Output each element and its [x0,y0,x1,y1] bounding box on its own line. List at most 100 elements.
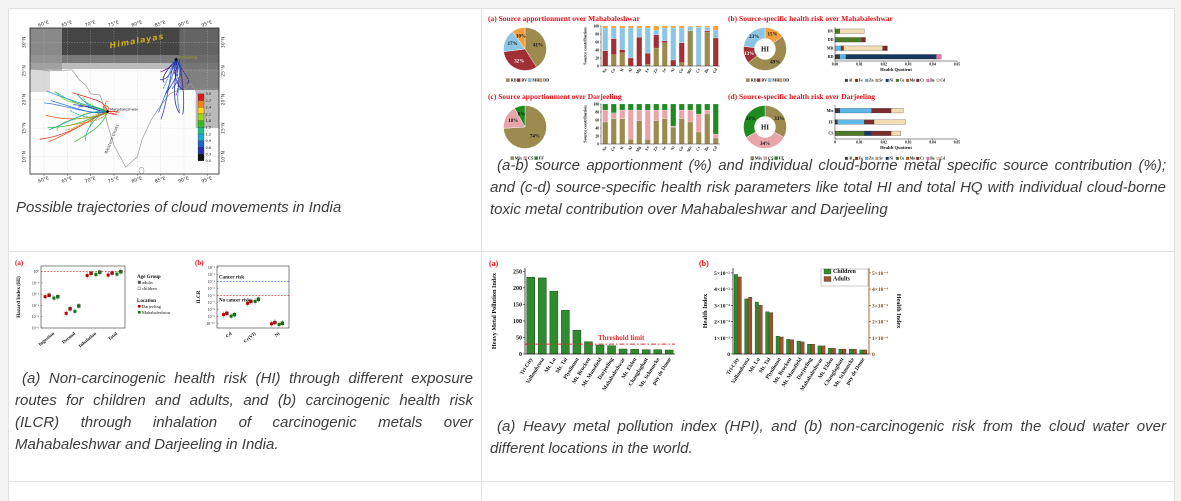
svg-text:Al: Al [627,67,634,74]
svg-text:95°E: 95°E [201,19,214,28]
svg-text:30°N: 30°N [22,37,28,49]
svg-text:20°N: 20°N [22,94,28,106]
svg-text:85°E: 85°E [154,175,167,184]
svg-text:Mahabaleshwar: Mahabaleshwar [110,108,139,112]
svg-text:8%: 8% [518,112,526,117]
hq-bar-svg: BV DD MR RD 0.00 0.01 0.02 0.03 0.04 0.05 Health Q… [827,27,960,83]
svg-text:0.9: 0.9 [206,139,212,143]
svg-text:Ni: Ni [889,157,893,161]
svg-text:75°E: 75°E [107,175,120,184]
svg-text:10⁰: 10⁰ [34,269,40,274]
svg-text:150: 150 [513,302,522,308]
svg-text:Inhalation: Inhalation [78,331,98,349]
svg-text:0.04: 0.04 [929,141,936,145]
risk-caption: (a) Non-carcinogenic health risk (HI) th… [15,370,473,454]
svg-text:Cr: Cr [695,67,702,74]
svg-text:100: 100 [593,24,599,28]
svg-text:0.05: 0.05 [954,141,961,145]
svg-text:BV: BV [521,78,528,83]
svg-text:HI: HI [761,46,769,53]
svg-text:MR: MR [772,78,780,83]
svg-text:23%: 23% [749,35,759,40]
svg-text:Sr: Sr [879,157,883,161]
svg-text:2×10⁻⁴: 2×10⁻⁴ [872,320,888,326]
svg-text:5×10⁻²: 5×10⁻² [714,271,730,277]
svg-text:65°E: 65°E [61,175,74,184]
svg-text:DD: DD [783,78,789,83]
svg-text:90°E: 90°E [177,175,190,184]
svg-text:Ba: Ba [930,157,934,161]
svg-text:(a): (a) [15,259,24,267]
svg-text:33%: 33% [774,117,784,122]
svg-text:20: 20 [595,134,599,138]
svg-text:Dermal: Dermal [62,331,78,345]
svg-text:10⁻⁸: 10⁻⁸ [208,308,216,312]
svg-text:RD: RD [828,54,834,59]
svg-text:ILCR: ILCR [196,290,202,303]
svg-text:Mn: Mn [686,67,693,75]
quad-a-title: (a) Source apportionment over Mahabalesh… [488,14,640,23]
svg-text:Mn: Mn [686,145,693,153]
cell-apportionment: (a) Source apportionment over Mahabalesh… [482,9,1175,252]
svg-text:40: 40 [595,48,599,52]
svg-text:Cr: Cr [920,157,925,161]
svg-text:Ba: Ba [930,79,934,83]
svg-text:60: 60 [595,40,599,44]
svg-text:1×10⁻²: 1×10⁻² [714,336,730,342]
svg-text:Cd: Cd [225,331,233,339]
scatter-ilcr: 10⁻² 10⁻³ 10⁻⁴ 10⁻⁵ 10⁻⁶ 10⁻⁷ 10⁻⁸ 10⁻⁹ 10⁻¹⁰ Can… [193,256,293,373]
svg-text:Fe: Fe [859,79,863,83]
svg-text:100: 100 [593,102,599,106]
svg-text:60°E: 60°E [37,175,50,184]
risk-figure: 10⁰ 10⁻¹ 10⁻² 10⁻³ 10⁻⁴ 10⁻⁵ Ingestion Dermal In… [13,256,303,368]
svg-text:Zn: Zn [869,157,874,161]
svg-text:10⁻¹: 10⁻¹ [32,281,40,285]
svg-text:Children: Children [833,269,857,275]
svg-text:Cd: Cd [711,145,718,152]
svg-text:0.3: 0.3 [206,153,212,157]
svg-text:32%: 32% [514,60,524,65]
svg-text:20°N: 20°N [221,94,227,106]
health-index-chart: 0 1×10⁻² 2×10⁻² 3×10⁻² 4×10⁻² 5×10⁻² 0 1×10⁻⁴ 2×… [699,254,911,401]
svg-text:Mahabaleshwar: Mahabaleshwar [142,310,171,315]
svg-text:Zn: Zn [652,145,659,152]
apportionment-caption: (a-b) source apportionment (%) and indiv… [490,157,1166,219]
svg-text:2×10⁻²: 2×10⁻² [714,320,730,326]
svg-text:Health Index: Health Index [895,294,902,329]
svg-text:15%: 15% [767,33,777,38]
svg-text:Mn: Mn [910,157,916,161]
svg-text:80°E: 80°E [131,175,144,184]
svg-text:15°N: 15°N [22,122,28,134]
svg-text:Mg: Mg [635,67,642,74]
health-bar-svg: 0 1×10⁻² 2×10⁻² 3×10⁻² 4×10⁻² 5×10⁻² 0 1×10⁻⁴ 2×… [699,259,902,392]
svg-text:Ni: Ni [669,145,676,152]
stacked-bar-svg: 0 20 40 60 80 100 Na Ca K Al Mg Fe Zn Sr Ni Cu Mn Cr Ba Cd S… [583,102,720,153]
svg-text:1.5: 1.5 [206,126,212,130]
pie-chart-darjeeling: 74% 18% 8% Mix CS FF [488,101,580,168]
map-figure: Himalayas Western Ghats Darjeeling Mahabale… [17,17,241,192]
donut-svg: 15% 49% 13% 23% HI RD BV MR DD [743,27,789,83]
svg-text:Age Group: Age Group [137,275,161,280]
svg-text:Al: Al [627,145,634,152]
stacked-bars-darjeeling: 0 20 40 60 80 100 Na Ca K Al Mg Fe Zn Sr Ni Cu Mn Cr Ba Cd S… [580,101,726,168]
svg-text:DD: DD [828,37,834,42]
svg-text:10⁻⁴: 10⁻⁴ [208,280,216,284]
svg-text:100: 100 [513,319,522,325]
donut-chart-mahabaleshwar: 15% 49% 13% 23% HI RD BV MR DD [728,23,820,90]
svg-text:40: 40 [595,126,599,130]
svg-text:0.04: 0.04 [929,63,936,67]
svg-text:10°N: 10°N [221,151,227,163]
stacked-bars-mahabaleshwar: 0 20 40 60 80 100 Na Ca K Al Mg Fe Zn Sr Ni Cu Mn Cr Ba Cd S… [580,23,726,90]
quad-a: (a) Source apportionment over Mahabalesh… [488,14,728,90]
svg-text:K: K [619,145,625,151]
svg-text:80: 80 [595,32,599,36]
figure-table: Himalayas Western Ghats Darjeeling Mahabale… [8,8,1175,501]
cell-empty-left [9,482,482,501]
cell-map: Himalayas Western Ghats Darjeeling Mahabale… [9,9,482,252]
svg-text:80: 80 [595,110,599,114]
quad-d: (d) Source-specific health risk over Dar… [728,92,976,168]
svg-text:MR: MR [827,46,834,51]
svg-text:20: 20 [595,56,599,60]
svg-text:95°E: 95°E [201,175,214,184]
svg-text:Na: Na [601,145,608,152]
